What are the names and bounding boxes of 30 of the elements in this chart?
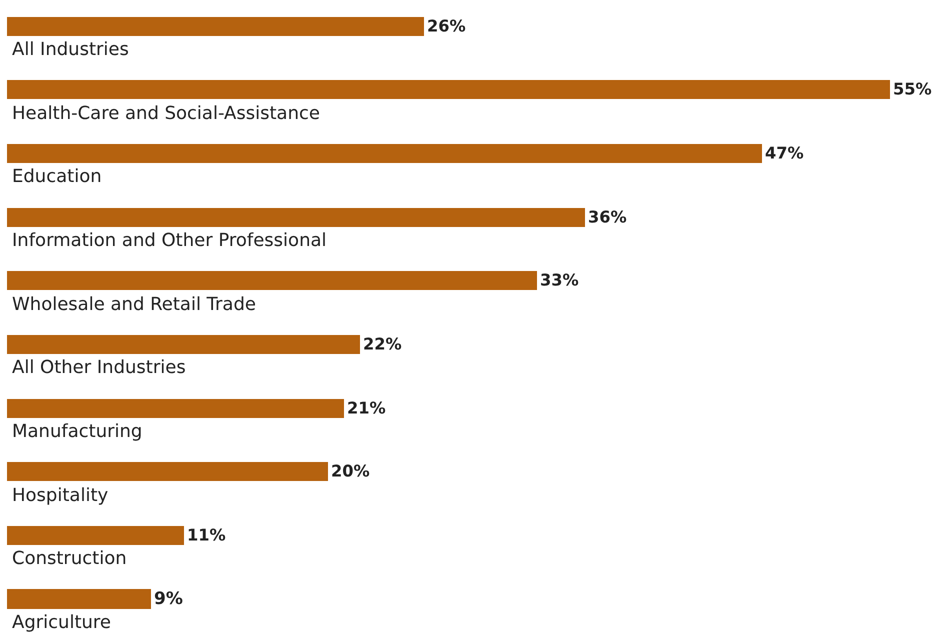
y-tick-label: Agriculture <box>12 612 111 633</box>
data-label: 9% <box>154 589 183 609</box>
bar <box>7 80 890 99</box>
data-label: 55% <box>893 79 932 98</box>
y-tick-label: All Other Industries <box>12 357 186 378</box>
bar <box>7 17 424 36</box>
data-label: 36% <box>588 207 627 226</box>
data-label: 20% <box>331 461 370 480</box>
y-tick-label: Hospitality <box>12 485 108 506</box>
y-tick-label: Construction <box>12 548 127 569</box>
y-tick-label: Manufacturing <box>12 421 142 442</box>
y-tick-label: Wholesale and Retail Trade <box>12 294 256 315</box>
bar <box>7 399 344 418</box>
bar <box>7 462 328 481</box>
y-tick-label: Information and Other Professional <box>12 230 327 251</box>
bar <box>7 208 585 227</box>
data-label: 33% <box>540 270 579 290</box>
data-label: 26% <box>427 16 466 36</box>
bar <box>7 335 360 354</box>
bar <box>7 526 184 545</box>
bar <box>7 589 151 609</box>
data-label: 47% <box>765 143 804 162</box>
y-tick-label: All Industries <box>12 39 129 60</box>
bar <box>7 271 537 290</box>
y-tick-label: Education <box>12 166 102 187</box>
bar <box>7 144 762 163</box>
data-label: 22% <box>363 334 402 354</box>
data-label: 11% <box>187 525 226 544</box>
y-tick-label: Health-Care and Social-Assistance <box>12 103 320 124</box>
data-label: 21% <box>347 398 386 418</box>
